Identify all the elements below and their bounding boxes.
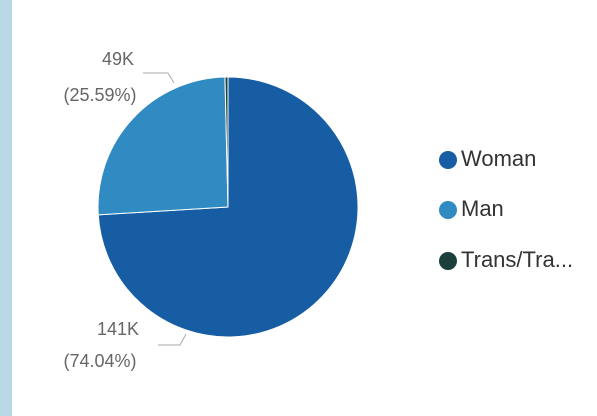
leader-line [158,333,187,346]
pie-slice [97,76,229,216]
count-label: 49K [102,49,134,69]
legend-marker [439,201,457,219]
percent-label: (74.04%) [63,351,136,371]
leader-line [143,72,175,84]
percent-label: (25.59%) [63,85,136,105]
legend-label: Trans/Tra... [461,247,573,272]
legend-marker [439,151,457,169]
side-bar [0,0,12,416]
legend-label: Woman [461,146,536,171]
pie-slice [224,76,229,208]
legend-label: Man [461,196,504,221]
count-label: 141K [97,319,139,339]
legend-marker [439,252,457,270]
